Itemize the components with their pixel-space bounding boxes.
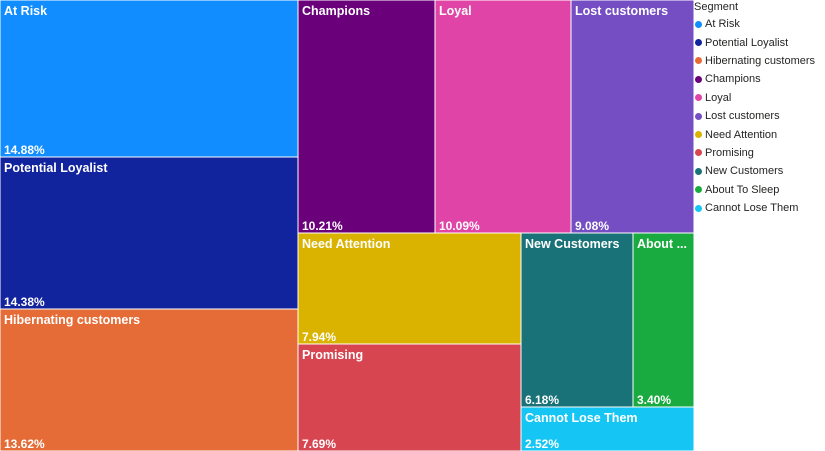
tile-hibernating-customers[interactable]: Hibernating customers 13.62% <box>0 308 299 451</box>
tile-value-new-customers: 6.18% <box>525 393 559 407</box>
tile-label-promising: Promising <box>302 348 363 362</box>
tile-value-champions: 10.21% <box>302 219 343 233</box>
tile-lost-customers[interactable]: Lost customers 9.08% <box>570 0 695 234</box>
tile-rect-potential-loyalist[interactable] <box>0 156 299 310</box>
legend-marker-icon <box>695 186 702 194</box>
legend-label: Loyal <box>705 91 732 104</box>
legend-marker-icon <box>695 112 702 120</box>
legend-item-about-to-sleep[interactable]: About To Sleep <box>694 181 825 199</box>
tile-label-new-customers: New Customers <box>525 237 620 251</box>
legend-marker-icon <box>695 75 702 83</box>
tile-label-loyal: Loyal <box>439 4 472 18</box>
tile-rect-hibernating-customers[interactable] <box>0 308 299 451</box>
tile-rect-promising[interactable] <box>297 343 522 451</box>
tile-label-at-risk: At Risk <box>4 4 47 18</box>
tile-label-champions: Champions <box>302 4 370 18</box>
tile-value-about-to-sleep: 3.40% <box>637 393 671 407</box>
legend-item-cannot-lose-them[interactable]: Cannot Lose Them <box>694 199 825 217</box>
tile-label-cannot-lose-them: Cannot Lose Them <box>525 411 638 425</box>
tile-label-about-to-sleep: About ... <box>637 237 687 251</box>
legend-label: Hibernating customers <box>705 54 816 67</box>
tile-rect-champions[interactable] <box>297 0 436 234</box>
tile-value-lost-customers: 9.08% <box>575 219 609 233</box>
tile-potential-loyalist[interactable]: Potential Loyalist 14.38% <box>0 156 299 310</box>
legend-label: New Customers <box>705 165 784 178</box>
tile-loyal[interactable]: Loyal 10.09% <box>434 0 572 234</box>
tile-value-cannot-lose-them: 2.52% <box>525 437 559 451</box>
legend-label: About To Sleep <box>705 183 780 196</box>
tile-label-need-attention: Need Attention <box>302 237 390 251</box>
legend-item-new-customers[interactable]: New Customers <box>694 162 825 180</box>
legend-label: Potential Loyalist <box>705 36 789 49</box>
legend-item-champions[interactable]: Champions <box>694 70 825 88</box>
tile-value-at-risk: 14.88% <box>4 143 45 157</box>
tile-rect-new-customers[interactable] <box>520 232 634 408</box>
legend-item-lost-customers[interactable]: Lost customers <box>694 107 825 125</box>
tile-promising[interactable]: Promising 7.69% <box>297 343 522 451</box>
legend-label: Champions <box>705 73 761 86</box>
legend-marker-icon <box>695 57 702 65</box>
legend-marker-icon <box>695 20 702 28</box>
legend-marker-icon <box>695 131 702 139</box>
legend-label: Need Attention <box>705 128 778 141</box>
legend-item-potential-loyalist[interactable]: Potential Loyalist <box>694 33 825 51</box>
tile-label-lost-customers: Lost customers <box>575 4 668 18</box>
legend-marker-icon <box>695 39 702 47</box>
tile-value-need-attention: 7.94% <box>302 330 336 344</box>
tile-value-promising: 7.69% <box>302 437 336 451</box>
tile-need-attention[interactable]: Need Attention 7.94% <box>297 232 522 345</box>
tile-at-risk[interactable]: At Risk 14.88% <box>0 0 299 158</box>
legend-marker-icon <box>695 204 702 212</box>
legend-item-need-attention[interactable]: Need Attention <box>694 125 825 143</box>
legend-label: Promising <box>705 146 754 159</box>
legend-item-loyal[interactable]: Loyal <box>694 89 825 107</box>
legend-label: Cannot Lose Them <box>705 202 799 215</box>
tile-new-customers[interactable]: New Customers 6.18% <box>520 232 634 408</box>
tile-rect-at-risk[interactable] <box>0 0 299 158</box>
legend-marker-icon <box>695 149 702 157</box>
legend-label: At Risk <box>705 18 740 31</box>
tile-cannot-lose-them[interactable]: Cannot Lose Them 2.52% <box>520 406 695 451</box>
legend-item-hibernating-customers[interactable]: Hibernating customers <box>694 52 825 70</box>
tile-about-to-sleep[interactable]: About ... 3.40% <box>632 232 695 408</box>
legend-title: Segment <box>694 1 739 13</box>
legend-label: Lost customers <box>705 110 780 123</box>
legend-item-at-risk[interactable]: At Risk <box>694 15 825 33</box>
legend-marker-icon <box>695 167 702 175</box>
legend-marker-icon <box>695 94 702 102</box>
tile-label-potential-loyalist: Potential Loyalist <box>4 161 108 175</box>
legend: Segment At Risk Potential Loyalist Hiberna… <box>694 0 825 217</box>
tile-rect-lost-customers[interactable] <box>570 0 695 234</box>
tile-champions[interactable]: Champions 10.21% <box>297 0 436 234</box>
tile-rect-cannot-lose-them[interactable] <box>520 406 695 451</box>
tile-rect-about-to-sleep[interactable] <box>632 232 695 408</box>
tile-rect-loyal[interactable] <box>434 0 572 234</box>
tile-value-potential-loyalist: 14.38% <box>4 295 45 309</box>
tile-value-hibernating-customers: 13.62% <box>4 437 45 451</box>
tile-label-hibernating-customers: Hibernating customers <box>4 313 140 327</box>
tile-value-loyal: 10.09% <box>439 219 480 233</box>
legend-item-promising[interactable]: Promising <box>694 144 825 162</box>
